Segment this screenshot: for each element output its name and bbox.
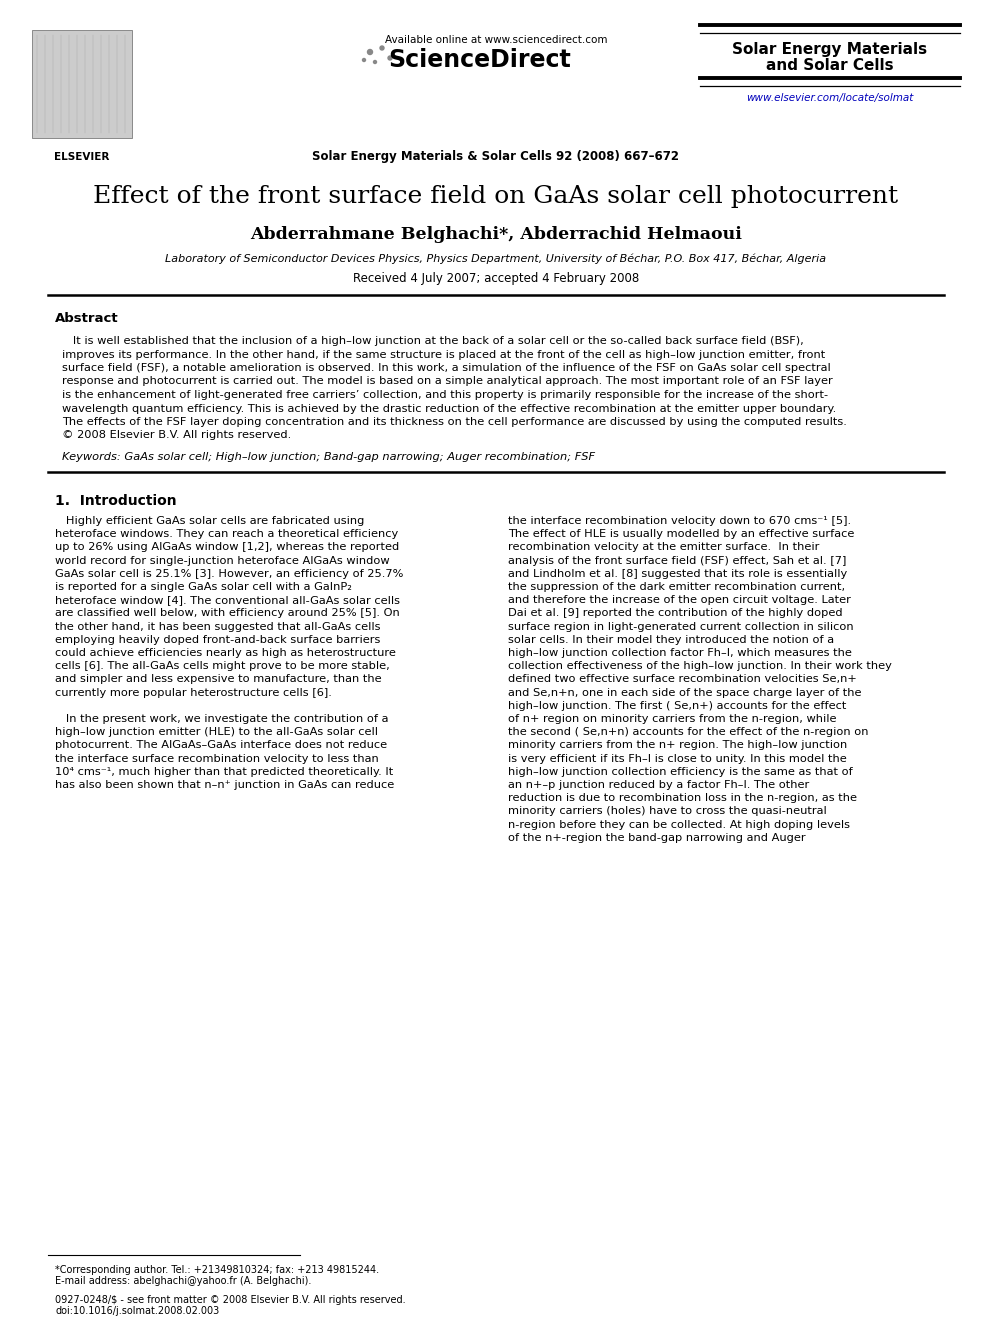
Text: high–low junction collection efficiency is the same as that of: high–low junction collection efficiency … <box>508 767 853 777</box>
Text: surface region in light-generated current collection in silicon: surface region in light-generated curren… <box>508 622 854 631</box>
Text: and Lindholm et al. [8] suggested that its role is essentially: and Lindholm et al. [8] suggested that i… <box>508 569 847 578</box>
Text: employing heavily doped front-and-back surface barriers: employing heavily doped front-and-back s… <box>55 635 380 644</box>
Text: GaAs solar cell is 25.1% [3]. However, an efficiency of 25.7%: GaAs solar cell is 25.1% [3]. However, a… <box>55 569 404 578</box>
Text: The effect of HLE is usually modelled by an effective surface: The effect of HLE is usually modelled by… <box>508 529 854 540</box>
Text: Solar Energy Materials & Solar Cells 92 (2008) 667–672: Solar Energy Materials & Solar Cells 92 … <box>312 149 680 163</box>
Text: Laboratory of Semiconductor Devices Physics, Physics Department, University of B: Laboratory of Semiconductor Devices Phys… <box>166 254 826 265</box>
Text: defined two effective surface recombination velocities Se,n+: defined two effective surface recombinat… <box>508 675 857 684</box>
Text: the suppression of the dark emitter recombination current,: the suppression of the dark emitter reco… <box>508 582 845 591</box>
Text: is very efficient if its Fh–l is close to unity. In this model the: is very efficient if its Fh–l is close t… <box>508 754 847 763</box>
Circle shape <box>362 58 365 61</box>
Text: has also been shown that n–n⁺ junction in GaAs can reduce: has also been shown that n–n⁺ junction i… <box>55 781 394 790</box>
Text: n-region before they can be collected. At high doping levels: n-region before they can be collected. A… <box>508 820 850 830</box>
Text: and Se,n+n, one in each side of the space charge layer of the: and Se,n+n, one in each side of the spac… <box>508 688 861 697</box>
Text: The effects of the FSF layer doping concentration and its thickness on the cell : The effects of the FSF layer doping conc… <box>62 417 847 427</box>
Circle shape <box>367 49 373 54</box>
Text: and Solar Cells: and Solar Cells <box>766 58 894 73</box>
Text: surface field (FSF), a notable amelioration is observed. In this work, a simulat: surface field (FSF), a notable ameliorat… <box>62 363 830 373</box>
Circle shape <box>380 46 384 50</box>
Text: of the n+-region the band-gap narrowing and Auger: of the n+-region the band-gap narrowing … <box>508 832 806 843</box>
Text: recombination velocity at the emitter surface.  In their: recombination velocity at the emitter su… <box>508 542 819 553</box>
Text: response and photocurrent is carried out. The model is based on a simple analyti: response and photocurrent is carried out… <box>62 377 832 386</box>
Text: doi:10.1016/j.solmat.2008.02.003: doi:10.1016/j.solmat.2008.02.003 <box>55 1306 219 1316</box>
Text: are classified well below, with efficiency around 25% [5]. On: are classified well below, with efficien… <box>55 609 400 618</box>
Text: *Corresponding author. Tel.: +21349810324; fax: +213 49815244.: *Corresponding author. Tel.: +2134981032… <box>55 1265 379 1275</box>
Text: high–low junction emitter (HLE) to the all-GaAs solar cell: high–low junction emitter (HLE) to the a… <box>55 728 378 737</box>
Text: E-mail address: abelghachi@yahoo.fr (A. Belghachi).: E-mail address: abelghachi@yahoo.fr (A. … <box>55 1275 311 1286</box>
Text: is reported for a single GaAs solar cell with a GaInP₂: is reported for a single GaAs solar cell… <box>55 582 352 591</box>
Text: and simpler and less expensive to manufacture, than the: and simpler and less expensive to manufa… <box>55 675 382 684</box>
Text: up to 26% using AlGaAs window [1,2], whereas the reported: up to 26% using AlGaAs window [1,2], whe… <box>55 542 399 553</box>
Text: Highly efficient GaAs solar cells are fabricated using: Highly efficient GaAs solar cells are fa… <box>55 516 364 527</box>
Text: the other hand, it has been suggested that all-GaAs cells: the other hand, it has been suggested th… <box>55 622 381 631</box>
Text: improves its performance. In the other hand, if the same structure is placed at : improves its performance. In the other h… <box>62 349 825 360</box>
Text: © 2008 Elsevier B.V. All rights reserved.: © 2008 Elsevier B.V. All rights reserved… <box>62 430 292 441</box>
Text: and therefore the increase of the open circuit voltage. Later: and therefore the increase of the open c… <box>508 595 851 605</box>
Text: currently more popular heterostructure cells [6].: currently more popular heterostructure c… <box>55 688 332 697</box>
Text: high–low junction. The first ( Se,n+) accounts for the effect: high–low junction. The first ( Se,n+) ac… <box>508 701 846 710</box>
Text: Abstract: Abstract <box>55 312 119 325</box>
Text: an n+–p junction reduced by a factor Fh–l. The other: an n+–p junction reduced by a factor Fh–… <box>508 781 809 790</box>
Text: Effect of the front surface field on GaAs solar cell photocurrent: Effect of the front surface field on GaA… <box>93 185 899 208</box>
Text: heteroface windows. They can reach a theoretical efficiency: heteroface windows. They can reach a the… <box>55 529 398 540</box>
Text: 10⁴ cms⁻¹, much higher than that predicted theoretically. It: 10⁴ cms⁻¹, much higher than that predict… <box>55 767 393 777</box>
Text: minority carriers from the n+ region. The high–low junction: minority carriers from the n+ region. Th… <box>508 741 847 750</box>
Text: Dai et al. [9] reported the contribution of the highly doped: Dai et al. [9] reported the contribution… <box>508 609 842 618</box>
Text: 0927-0248/$ - see front matter © 2008 Elsevier B.V. All rights reserved.: 0927-0248/$ - see front matter © 2008 El… <box>55 1295 406 1304</box>
Text: Received 4 July 2007; accepted 4 February 2008: Received 4 July 2007; accepted 4 Februar… <box>353 273 639 284</box>
Text: of n+ region on minority carriers from the n-region, while: of n+ region on minority carriers from t… <box>508 714 836 724</box>
Text: the second ( Se,n+n) accounts for the effect of the n-region on: the second ( Se,n+n) accounts for the ef… <box>508 728 869 737</box>
Text: is the enhancement of light-generated free carriers’ collection, and this proper: is the enhancement of light-generated fr… <box>62 390 828 400</box>
Text: high–low junction collection factor Fh–l, which measures the: high–low junction collection factor Fh–l… <box>508 648 852 658</box>
Text: reduction is due to recombination loss in the n-region, as the: reduction is due to recombination loss i… <box>508 794 857 803</box>
Text: cells [6]. The all-GaAs cells might prove to be more stable,: cells [6]. The all-GaAs cells might prov… <box>55 662 390 671</box>
Text: world record for single-junction heteroface AlGaAs window: world record for single-junction heterof… <box>55 556 390 566</box>
Text: solar cells. In their model they introduced the notion of a: solar cells. In their model they introdu… <box>508 635 834 644</box>
Text: Available online at www.sciencedirect.com: Available online at www.sciencedirect.co… <box>385 34 607 45</box>
Text: In the present work, we investigate the contribution of a: In the present work, we investigate the … <box>55 714 389 724</box>
Text: Keywords: GaAs solar cell; High–low junction; Band-gap narrowing; Auger recombin: Keywords: GaAs solar cell; High–low junc… <box>62 452 595 462</box>
Text: minority carriers (holes) have to cross the quasi-neutral: minority carriers (holes) have to cross … <box>508 807 826 816</box>
Text: the interface surface recombination velocity to less than: the interface surface recombination velo… <box>55 754 379 763</box>
Text: It is well established that the inclusion of a high–low junction at the back of : It is well established that the inclusio… <box>62 336 804 347</box>
Circle shape <box>374 61 377 64</box>
Text: Abderrahmane Belghachi*, Abderrachid Helmaoui: Abderrahmane Belghachi*, Abderrachid Hel… <box>250 226 742 243</box>
Text: www.elsevier.com/locate/solmat: www.elsevier.com/locate/solmat <box>746 93 914 103</box>
Circle shape <box>388 56 392 60</box>
Text: collection effectiveness of the high–low junction. In their work they: collection effectiveness of the high–low… <box>508 662 892 671</box>
Bar <box>32 30 132 138</box>
Text: Solar Energy Materials: Solar Energy Materials <box>732 42 928 57</box>
Text: photocurrent. The AlGaAs–GaAs interface does not reduce: photocurrent. The AlGaAs–GaAs interface … <box>55 741 387 750</box>
Text: could achieve efficiencies nearly as high as heterostructure: could achieve efficiencies nearly as hig… <box>55 648 396 658</box>
Text: the interface recombination velocity down to 670 cms⁻¹ [5].: the interface recombination velocity dow… <box>508 516 851 527</box>
Text: heteroface window [4]. The conventional all-GaAs solar cells: heteroface window [4]. The conventional … <box>55 595 400 605</box>
Text: ScienceDirect: ScienceDirect <box>388 48 570 71</box>
Text: 1.  Introduction: 1. Introduction <box>55 493 177 508</box>
Text: analysis of the front surface field (FSF) effect, Sah et al. [7]: analysis of the front surface field (FSF… <box>508 556 846 566</box>
Text: wavelength quantum efficiency. This is achieved by the drastic reduction of the : wavelength quantum efficiency. This is a… <box>62 404 836 414</box>
Text: ELSEVIER: ELSEVIER <box>55 152 110 161</box>
